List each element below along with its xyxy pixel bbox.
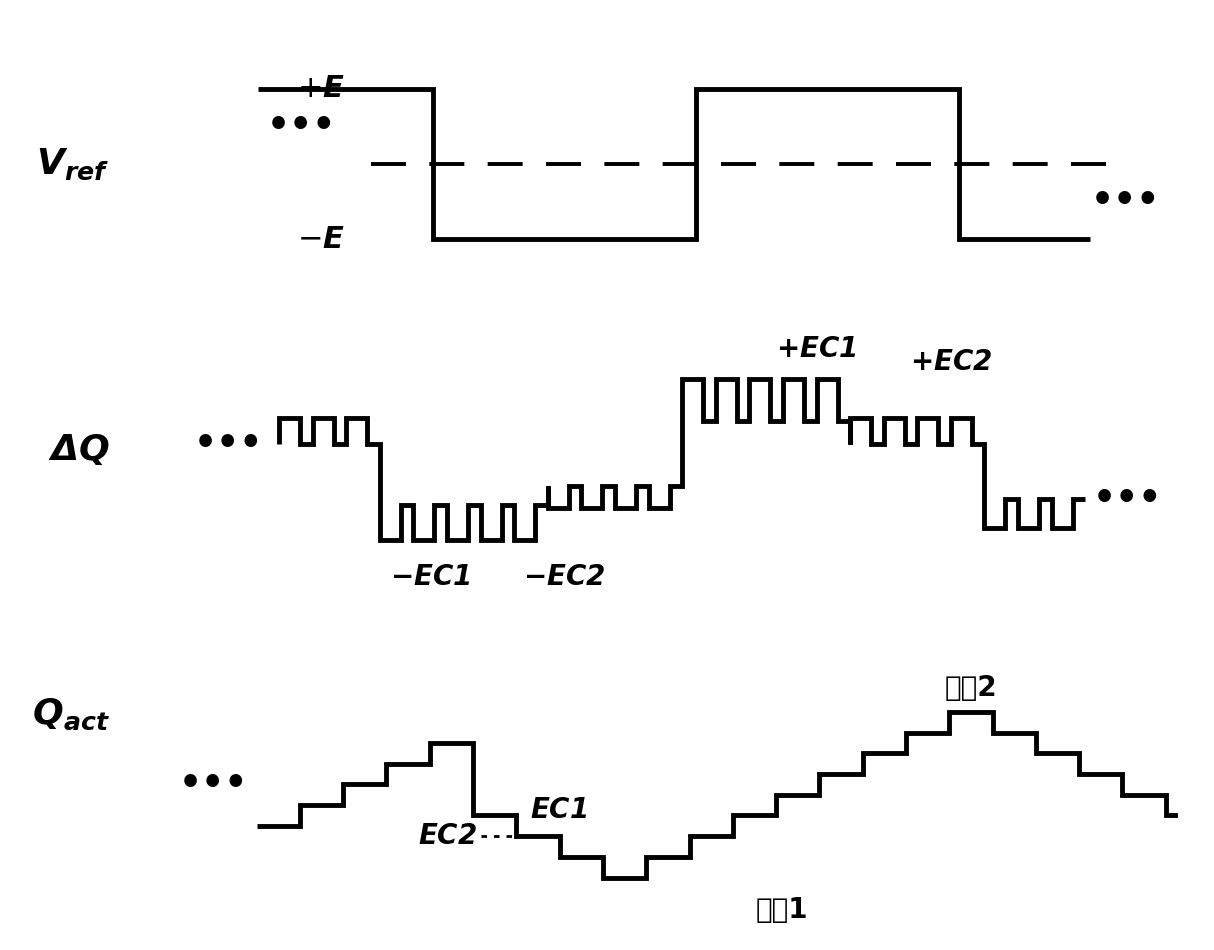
Text: $-\bfit{E}$: $-\bfit{E}$ bbox=[297, 224, 345, 254]
Text: $\bfit{-EC2}$: $\bfit{-EC2}$ bbox=[523, 563, 606, 591]
Text: •••: ••• bbox=[194, 427, 263, 461]
Text: •••: ••• bbox=[267, 109, 336, 143]
Text: •••: ••• bbox=[178, 768, 248, 802]
Text: $\bfit{-EC1}$: $\bfit{-EC1}$ bbox=[390, 563, 471, 591]
Text: $\bfit{V}_{ref}$: $\bfit{V}_{ref}$ bbox=[36, 146, 109, 181]
Text: $\bfit{+EC1}$: $\bfit{+EC1}$ bbox=[776, 335, 857, 363]
Text: 目标2: 目标2 bbox=[944, 674, 997, 702]
Text: $\bfit{Q}_{act}$: $\bfit{Q}_{act}$ bbox=[32, 697, 109, 732]
Text: $\bfit{EC2}$: $\bfit{EC2}$ bbox=[418, 822, 477, 850]
Text: $+\bfit{E}$: $+\bfit{E}$ bbox=[297, 74, 345, 104]
Text: $\bfit{+EC2}$: $\bfit{+EC2}$ bbox=[909, 348, 992, 376]
Text: $\bfit{\Delta Q}$: $\bfit{\Delta Q}$ bbox=[47, 432, 109, 467]
Text: •••: ••• bbox=[1090, 184, 1159, 218]
Text: 目标1: 目标1 bbox=[756, 896, 809, 923]
Text: •••: ••• bbox=[1093, 482, 1162, 516]
Text: $\bfit{EC1}$: $\bfit{EC1}$ bbox=[531, 796, 588, 825]
